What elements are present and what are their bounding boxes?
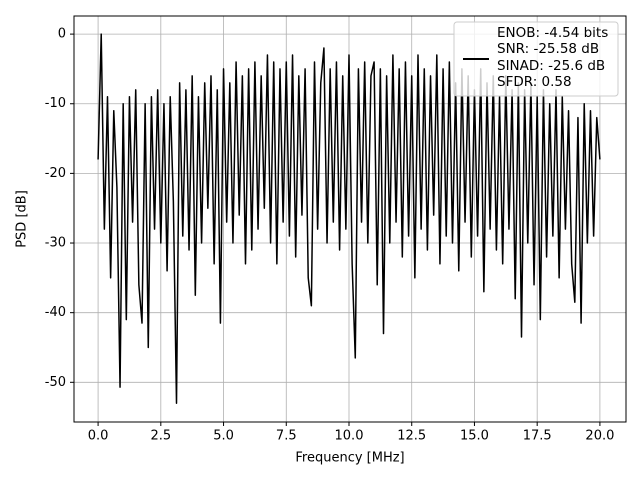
axes-frame — [73, 15, 627, 423]
x-tick-label: 20.0 — [585, 429, 614, 444]
legend-label: ENOB: -4.54 bits SNR: -25.58 dB SINAD: -… — [497, 25, 609, 90]
legend: ENOB: -4.54 bits SNR: -25.58 dB SINAD: -… — [453, 21, 619, 97]
x-tick-label: 10.0 — [335, 429, 364, 444]
x-tick-label: 7.5 — [276, 429, 297, 444]
x-tick-label: 17.5 — [523, 429, 552, 444]
y-tick-label: -20 — [45, 166, 66, 181]
psd-line — [97, 33, 601, 404]
x-tick-label: 5.0 — [213, 429, 234, 444]
legend-box — [453, 21, 619, 97]
y-tick-label: 0 — [58, 27, 66, 42]
y-axis-label: PSD [dB] — [15, 190, 30, 248]
y-tick-label: -40 — [45, 305, 66, 320]
x-tick-label: 2.5 — [150, 429, 171, 444]
y-tick-label: -50 — [45, 375, 66, 390]
y-tick-label: -10 — [45, 96, 66, 111]
plot-area — [97, 33, 601, 404]
x-tick-label: 0.0 — [88, 429, 109, 444]
x-tick-label: 15.0 — [460, 429, 489, 444]
legend-label-box: ENOB: -4.54 bits SNR: -25.58 dB SINAD: -… — [497, 25, 609, 90]
x-tick-label: 12.5 — [397, 429, 426, 444]
y-tick-label: -30 — [45, 236, 66, 251]
x-axis-label: Frequency [MHz] — [295, 451, 404, 466]
